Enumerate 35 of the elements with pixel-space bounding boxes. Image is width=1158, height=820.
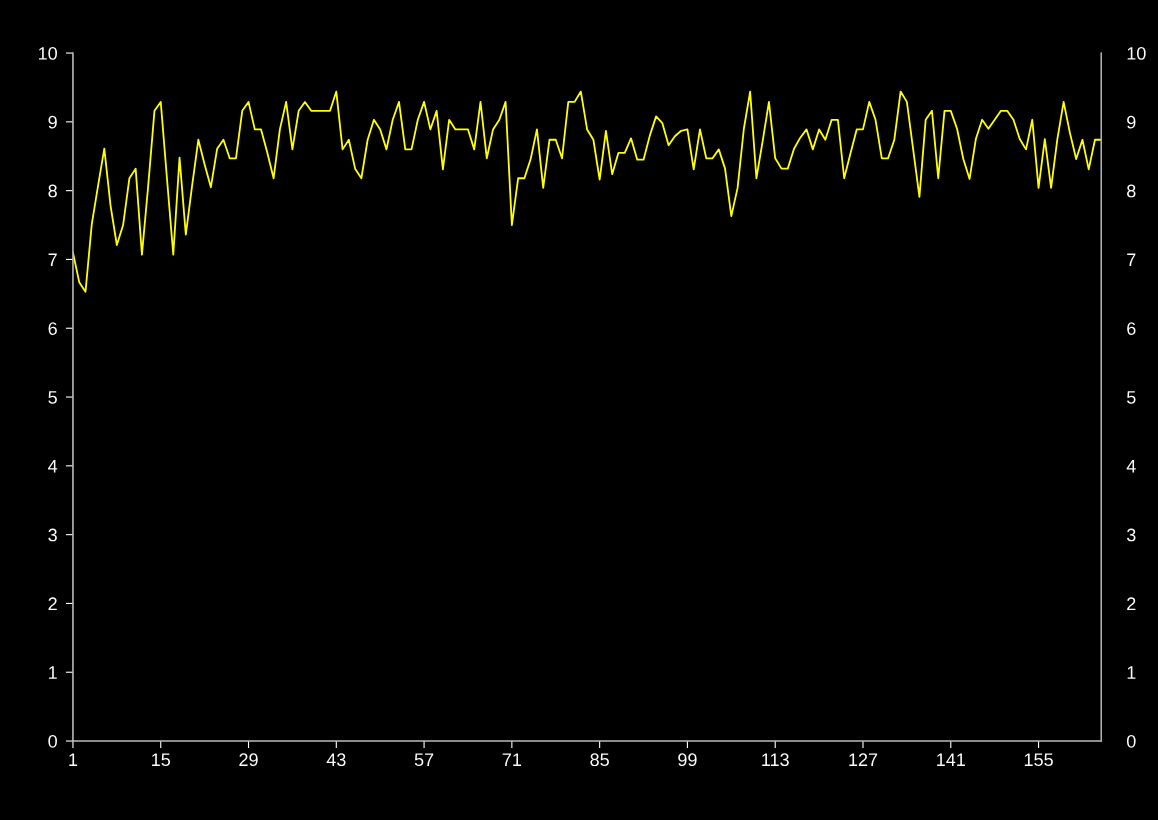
y2-tick-label: 8	[48, 184, 57, 198]
x-tick-label: 85	[590, 753, 609, 767]
y-tick-label: 7	[1127, 253, 1136, 266]
y2-tick-label: 10	[38, 46, 57, 60]
y-tick-label: 6	[1127, 322, 1136, 335]
x-tick-label: 71	[502, 753, 522, 766]
x-tick-label: 15	[152, 753, 171, 767]
y-tick-label: 5	[1126, 391, 1136, 404]
y2-tick-label: 5	[48, 391, 57, 404]
y2-tick-label: 1	[49, 666, 57, 679]
y2-tick-label: 2	[48, 597, 57, 610]
y2-tick-label: 0	[48, 734, 57, 748]
y2-tick-label: 7	[48, 253, 57, 266]
y-tick-label: 1	[1127, 666, 1136, 679]
x-tick-label: 1	[69, 753, 78, 766]
y2-tick-label: 9	[48, 115, 57, 129]
y-tick-label: 4	[1126, 459, 1136, 473]
x-tick-label: 127	[849, 753, 878, 766]
y-tick-label: 9	[1127, 115, 1136, 129]
x-tick-label: 29	[239, 753, 258, 767]
y2-tick-label: 6	[48, 322, 57, 335]
x-tick-label: 99	[678, 753, 697, 767]
x-tick-label: 113	[762, 753, 789, 767]
y-tick-label: 8	[1127, 184, 1136, 198]
y-tick-label: 0	[1126, 734, 1136, 748]
y-tick-label: 10	[1127, 46, 1146, 60]
line-series	[72, 90, 1102, 293]
x-tick-label: 57	[414, 753, 434, 767]
x-tick-label: 155	[1024, 753, 1053, 767]
x-tick-label: 141	[937, 753, 965, 766]
x-tick-label: 43	[326, 753, 346, 767]
y2-tick-label: 3	[48, 528, 57, 542]
y2-tick-label: 4	[48, 459, 58, 473]
y-tick-label: 3	[1126, 528, 1136, 542]
y-tick-label: 2	[1127, 597, 1136, 610]
